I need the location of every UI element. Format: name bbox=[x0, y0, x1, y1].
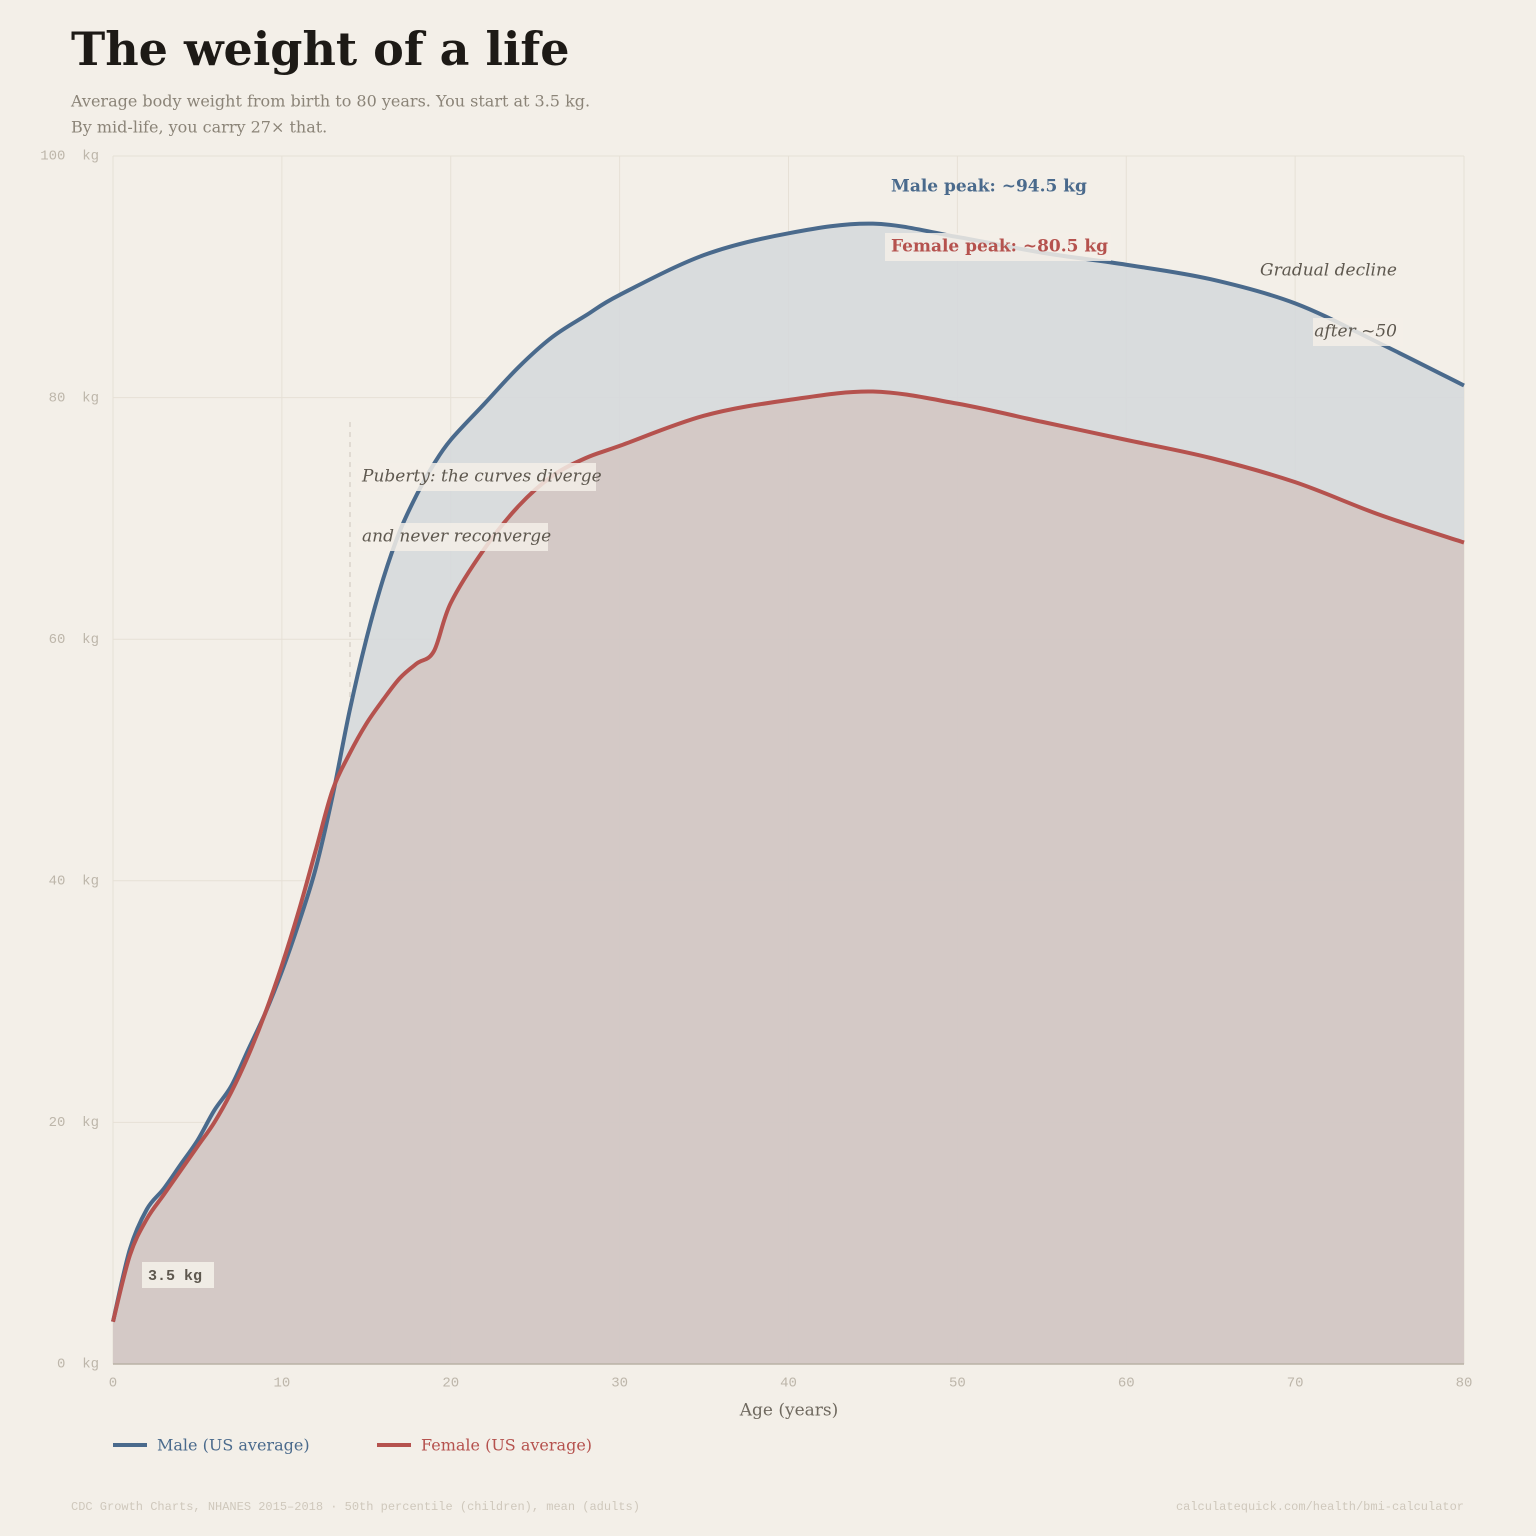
line bbox=[111, 389, 1465, 1323]
chart-title: The weight of a life bbox=[71, 22, 569, 76]
y-tick-label: 0 kg bbox=[57, 1357, 99, 1373]
y-tick-label: 40 kg bbox=[49, 874, 99, 890]
x-tick-label: 30 bbox=[611, 1376, 628, 1392]
label-bg bbox=[885, 233, 1111, 261]
x-tick-label: 50 bbox=[949, 1376, 966, 1392]
x-tick-label: 40 bbox=[780, 1376, 797, 1392]
annotation: Female peak: ~80.5 kg bbox=[891, 237, 1108, 257]
subtitle: Average body weight from birth to 80 yea… bbox=[70, 92, 590, 111]
label-bg bbox=[356, 523, 548, 551]
annotations: Puberty: the curves diverge and never re… bbox=[142, 177, 1403, 1288]
y-tick-label: 100 kg bbox=[40, 149, 99, 165]
x-tick-label: 0 bbox=[109, 1376, 117, 1392]
y-tick-label: 60 kg bbox=[49, 632, 99, 648]
x-tick-label: 80 bbox=[1456, 1376, 1473, 1392]
x-tick-label: 10 bbox=[273, 1376, 290, 1392]
y-tick-label: 20 kg bbox=[49, 1115, 99, 1131]
label-bg bbox=[1313, 318, 1403, 346]
areas bbox=[113, 223, 1464, 1364]
area bbox=[113, 391, 1464, 1364]
legend-label: Male (US average) bbox=[157, 1436, 310, 1455]
annotation: 3.5 kg bbox=[148, 1268, 202, 1285]
legend-label: Female (US average) bbox=[421, 1436, 592, 1455]
x-axis-label: Age (years) bbox=[739, 1401, 839, 1421]
subtitle: By mid-life, you carry 27× that. bbox=[71, 118, 327, 137]
x-tick-label: 70 bbox=[1287, 1376, 1304, 1392]
footer-url: calculatequick.com/health/bmi-calculator bbox=[1176, 1500, 1464, 1514]
footer-source: CDC Growth Charts, NHANES 2015–2018 · 50… bbox=[71, 1500, 640, 1514]
label-bg bbox=[142, 1262, 214, 1288]
x-tick-label: 60 bbox=[1118, 1376, 1135, 1392]
label-bg bbox=[356, 463, 596, 491]
annotation: Puberty: the curves diverge bbox=[361, 467, 602, 487]
annotation: Male peak: ~94.5 kg bbox=[891, 177, 1087, 197]
plot-area: 0 kg 20 kg 40 kg 60 kg 80 kg 100 kg 0 10 20 30 40 5… bbox=[40, 149, 1472, 1392]
annotation: Gradual decline bbox=[1260, 261, 1397, 281]
annotation: after ~50 bbox=[1314, 322, 1397, 342]
annotation: and never reconverge bbox=[362, 527, 551, 547]
x-tick-label: 20 bbox=[442, 1376, 459, 1392]
y-tick-label: 80 kg bbox=[49, 390, 99, 406]
